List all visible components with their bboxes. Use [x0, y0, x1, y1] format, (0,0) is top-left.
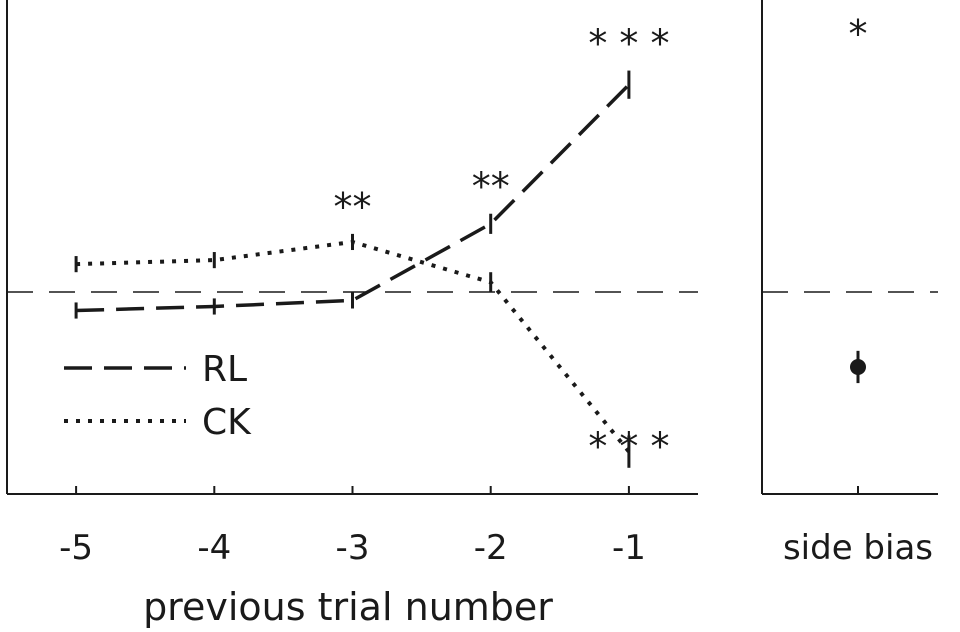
side-bias-significance-marker: * — [849, 12, 868, 56]
series-rl: ** * * * — [74, 22, 669, 319]
side-bias-panel: side bias * — [761, 0, 938, 568]
main-series: ** * * * ** * * * — [74, 22, 669, 469]
x-tick-label: -2 — [474, 528, 508, 568]
significance-marker-rl: * * * — [588, 22, 669, 66]
series-line-ck — [76, 239, 631, 453]
significance-marker-ck: ** — [334, 185, 372, 229]
x-tick-label: -1 — [612, 528, 646, 568]
x-tick-label: -4 — [197, 528, 231, 568]
side-bias-point — [850, 358, 866, 375]
legend: RL CK — [64, 349, 252, 443]
legend-label-ck: CK — [202, 402, 252, 443]
legend-label-rl: RL — [202, 349, 247, 390]
significance-marker-rl: ** — [472, 165, 510, 209]
x-tick-label: -5 — [59, 528, 93, 568]
main-panel: -5 -4 -3 -2 -1 ** * * * ** * * * previous trial… — [6, 0, 698, 629]
main-x-tick-labels: -5 -4 -3 -2 -1 — [59, 528, 646, 568]
side-bias-tick-label: side bias — [783, 528, 933, 568]
x-axis-label: previous trial number — [143, 585, 553, 629]
side-bias-marks: * — [849, 12, 868, 384]
x-tick-label: -3 — [336, 528, 370, 568]
series-ck: ** * * * — [74, 185, 669, 469]
series-line-rl — [76, 83, 631, 313]
significance-marker-ck: * * * — [588, 425, 669, 469]
main-x-ticks — [75, 486, 630, 494]
